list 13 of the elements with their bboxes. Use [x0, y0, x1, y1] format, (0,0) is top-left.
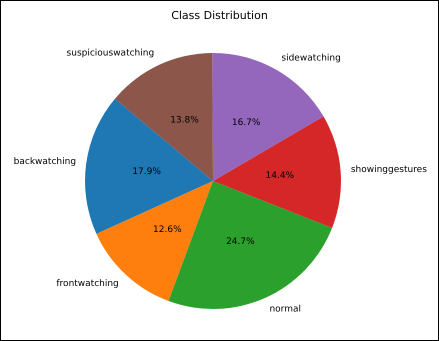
slice-label: backwatching	[14, 156, 76, 167]
data-label: 24.7%	[226, 237, 256, 248]
data-label: 16.7%	[232, 118, 261, 128]
data-label: 12.6%	[153, 225, 182, 236]
slice-label: suspiciouswatching	[66, 48, 154, 59]
data-label: 17.9%	[132, 166, 162, 177]
slice-label: normal	[269, 304, 302, 315]
data-label: 14.4%	[266, 170, 295, 181]
slice-label: sidewatching	[281, 54, 341, 64]
slice-label: showinggestures	[350, 165, 428, 176]
chart-title: Class Distribution	[171, 9, 268, 22]
data-label: 13.8%	[170, 115, 200, 126]
slice-label: frontwatching	[56, 279, 119, 290]
